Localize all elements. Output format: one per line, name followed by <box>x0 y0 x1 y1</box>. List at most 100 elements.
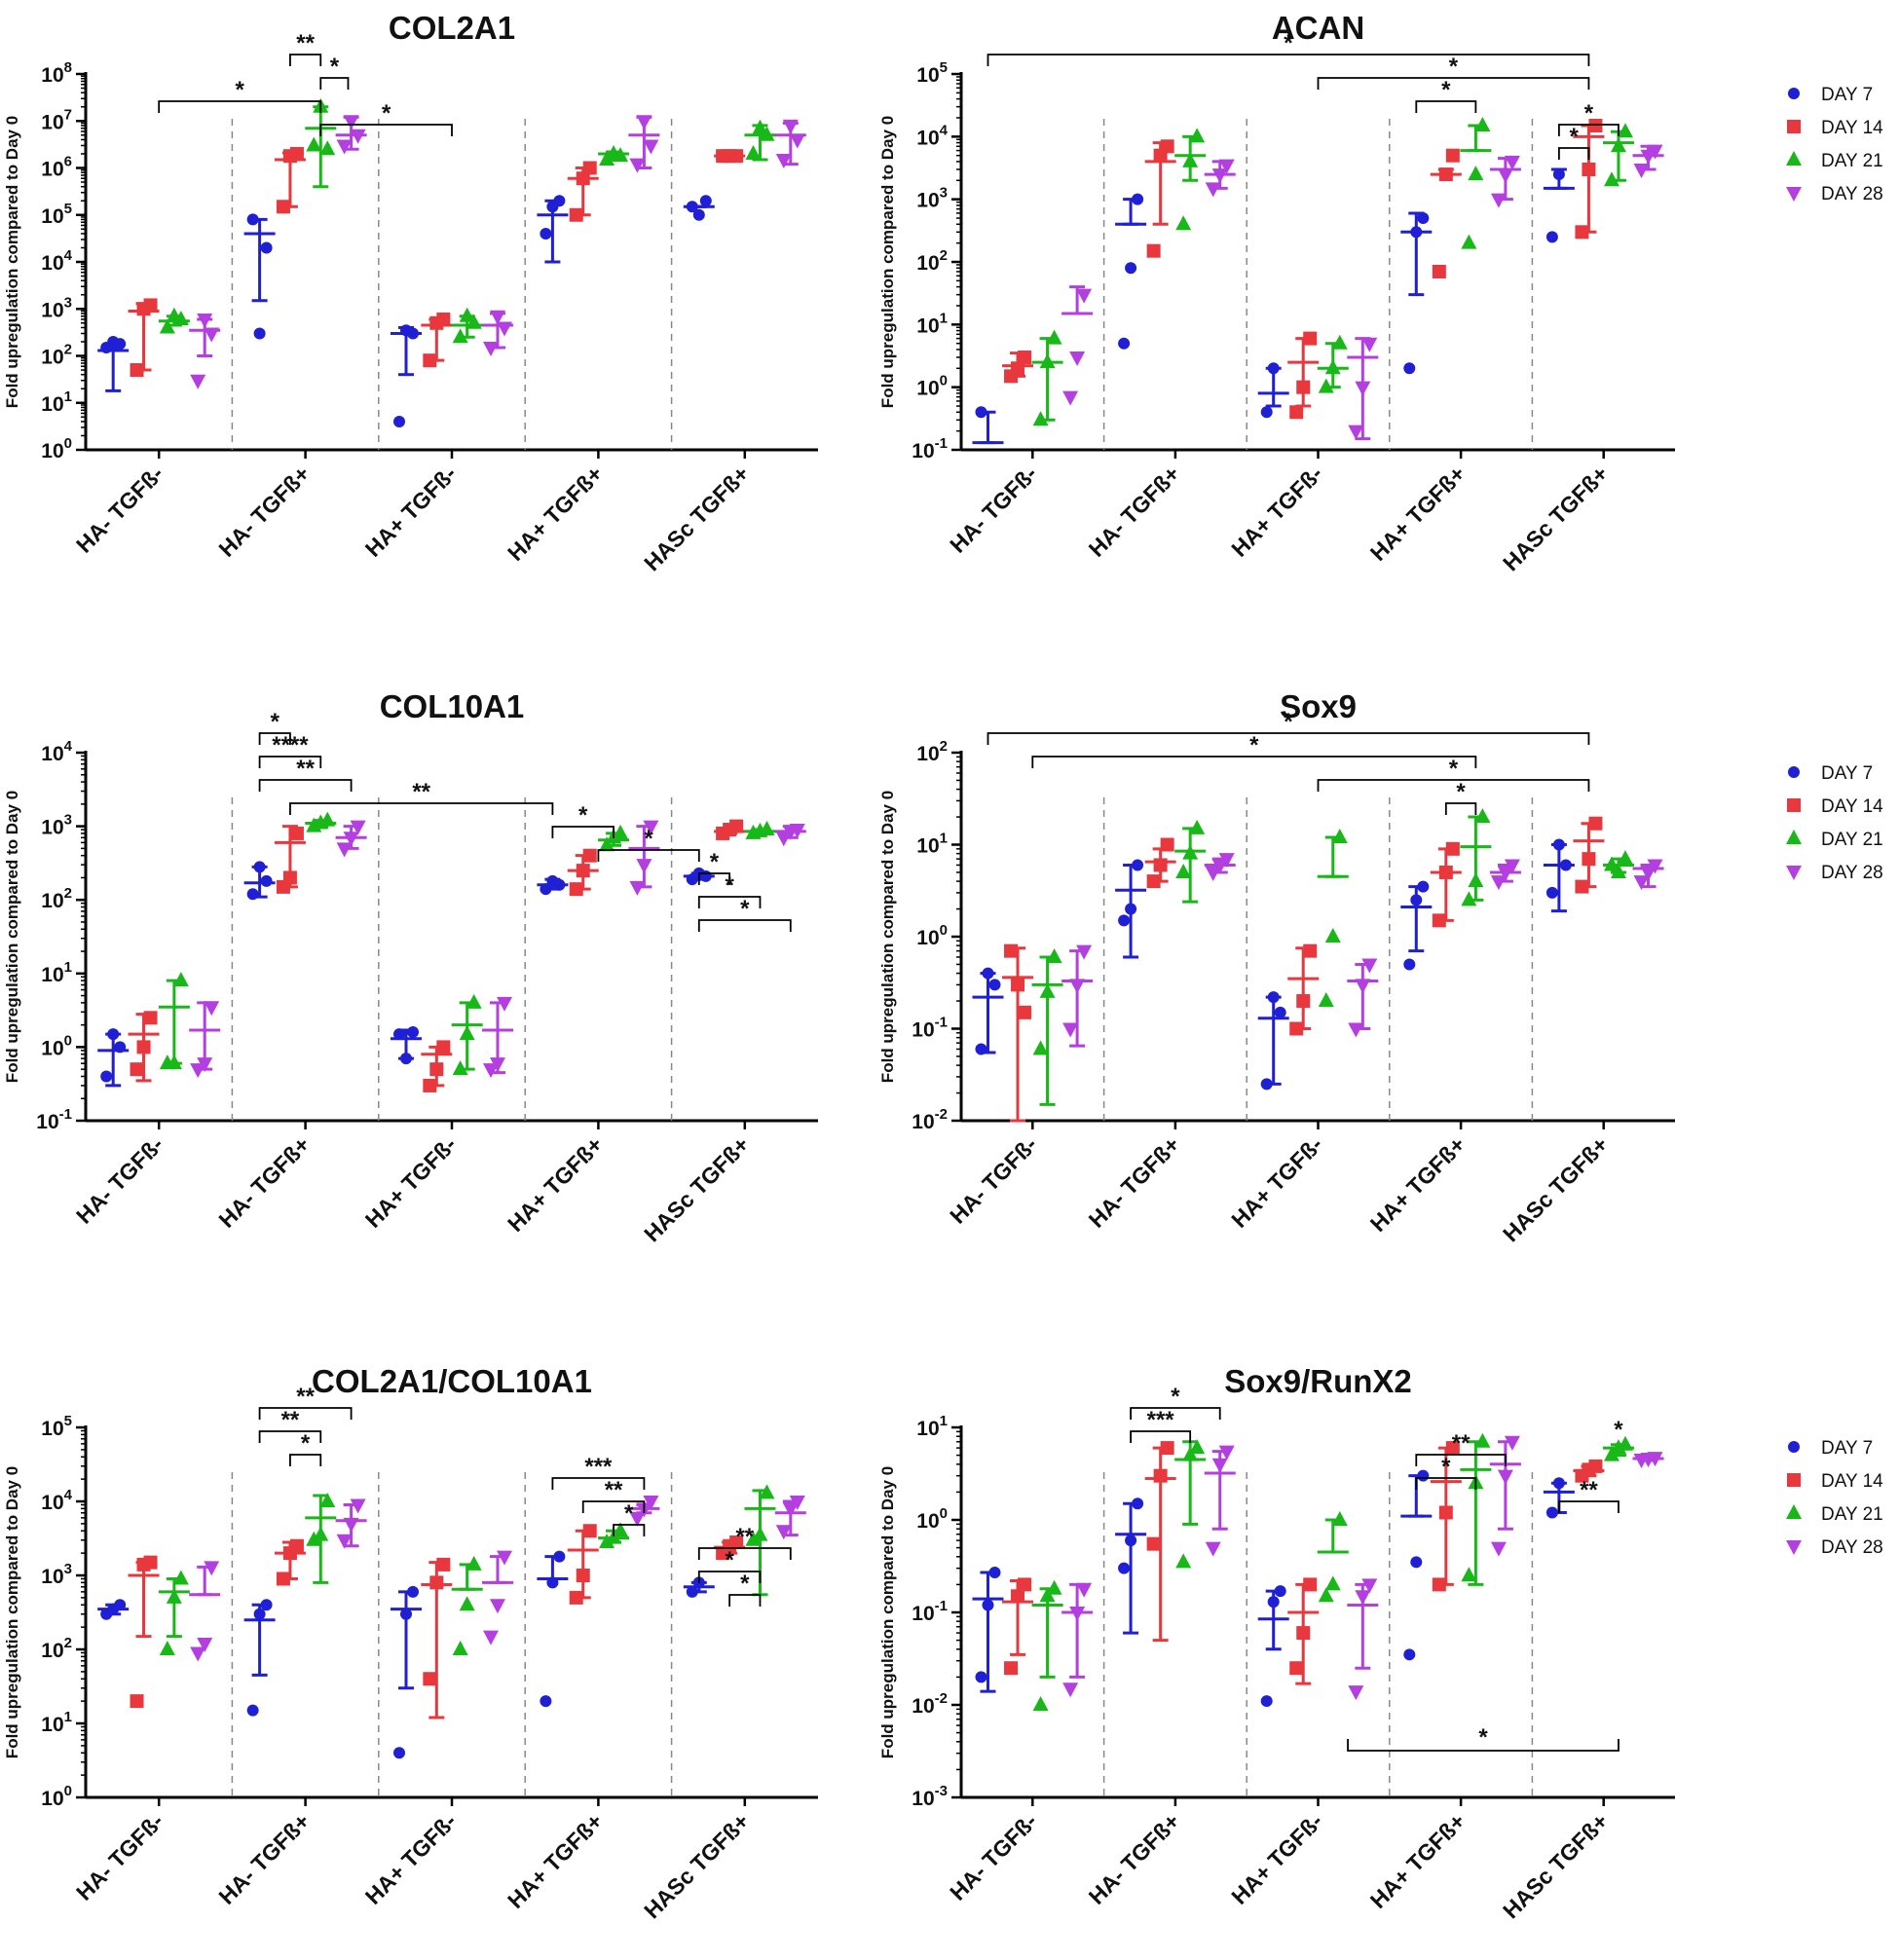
significance-bracket: ** <box>258 1407 322 1443</box>
data-point <box>1318 378 1334 393</box>
data-point <box>436 312 451 326</box>
data-point <box>1417 880 1430 893</box>
significance-label: * <box>1614 1417 1623 1443</box>
data-point <box>546 1576 559 1589</box>
data-point <box>490 310 505 325</box>
data-point <box>1011 361 1025 376</box>
data-point <box>319 811 336 827</box>
data-point <box>1461 891 1477 906</box>
significance-label: * <box>1449 756 1459 782</box>
panel-title: COL2A1/COL10A1 <box>312 1363 592 1399</box>
bracket-line <box>1031 756 1477 768</box>
data-point <box>1260 406 1273 419</box>
significance-label: * <box>301 1430 311 1457</box>
data-point <box>569 1590 583 1605</box>
significance-bracket: * <box>1031 732 1477 768</box>
significance-bracket: * <box>597 826 700 862</box>
data-point <box>1603 1446 1620 1461</box>
data-point <box>253 861 266 873</box>
data-point <box>569 882 583 897</box>
series-day-7 <box>972 167 1575 445</box>
data-point <box>1603 856 1620 871</box>
data-point <box>1355 1590 1371 1606</box>
y-tick-label: 104 <box>41 247 72 275</box>
y-tick-label: 103 <box>916 185 948 212</box>
data-point <box>1559 859 1572 871</box>
significance-bracket: ** <box>258 756 353 792</box>
data-point <box>423 1672 437 1686</box>
legend: DAY 7 DAY 14 DAY 21 DAY 28 <box>1786 763 1883 883</box>
data-point <box>1445 148 1460 163</box>
legend-label-day-14: DAY 14 <box>1821 796 1883 817</box>
data-point <box>1189 1439 1206 1455</box>
data-point <box>423 353 437 368</box>
data-point <box>1175 863 1192 878</box>
data-point <box>1417 212 1430 225</box>
data-point <box>1182 1446 1199 1461</box>
data-point <box>246 213 259 226</box>
significance-label: * <box>236 77 245 103</box>
data-point <box>260 1599 273 1611</box>
significance-label: * <box>1249 732 1259 758</box>
x-tick-label-hasc-tgf: HASc TGFß+ <box>1498 1131 1613 1246</box>
data-point <box>782 119 799 134</box>
y-tick-label: 101 <box>41 388 72 416</box>
data-point <box>1160 139 1174 154</box>
y-tick-label: 101 <box>916 831 948 858</box>
data-point <box>1267 1596 1280 1609</box>
data-point <box>1403 958 1416 971</box>
x-tick-label-ha-tgf: HA+ TGFß+ <box>503 1131 608 1237</box>
data-point <box>1218 853 1235 869</box>
data-point <box>204 1561 220 1576</box>
significance-bracket: * <box>158 77 322 113</box>
x-tick-label-ha-tgf: HA+ TGFß+ <box>1365 461 1471 566</box>
bracket-line <box>1557 124 1620 136</box>
data-point <box>643 139 659 155</box>
data-point <box>643 1496 659 1510</box>
y-tick-label: 10-1 <box>912 1598 948 1625</box>
bracket-line <box>289 1454 322 1466</box>
data-point <box>350 820 366 835</box>
y-tick-label: 100 <box>41 435 72 462</box>
data-point <box>260 241 273 254</box>
data-point <box>1545 1506 1558 1519</box>
legend: DAY 7 DAY 14 DAY 21 DAY 28 <box>1786 1438 1883 1558</box>
y-tick-label: 102 <box>916 738 948 765</box>
bracket-line <box>1415 1454 1507 1466</box>
data-point <box>319 140 336 156</box>
data-point <box>319 1493 336 1507</box>
bracket-line <box>1347 1739 1620 1752</box>
data-point <box>1438 1505 1453 1520</box>
data-point <box>1348 425 1364 440</box>
data-point <box>599 1534 615 1549</box>
data-point <box>553 1550 566 1563</box>
data-point <box>1032 1040 1049 1055</box>
data-point <box>1582 162 1596 176</box>
data-point <box>1260 1078 1273 1091</box>
significance-label: * <box>725 872 734 899</box>
x-tick-label-ha-tgf: HA+ TGFß+ <box>503 461 608 566</box>
data-point <box>1118 337 1131 350</box>
data-point <box>613 824 629 839</box>
data-point <box>1504 1435 1520 1451</box>
data-point <box>629 158 646 173</box>
legend-marker-day-14 <box>1787 798 1801 812</box>
data-point <box>699 195 712 207</box>
legend-label-day-14: DAY 14 <box>1821 1471 1883 1492</box>
y-tick-label: 103 <box>41 294 72 321</box>
significance-label: ** <box>1580 1477 1598 1503</box>
data-point <box>1497 1469 1513 1485</box>
data-point <box>1076 1582 1093 1598</box>
data-point <box>1355 979 1371 994</box>
data-point <box>1318 992 1334 1008</box>
data-point <box>306 1531 322 1546</box>
data-point <box>789 133 805 149</box>
legend-marker-day-7 <box>1788 766 1800 778</box>
legend-label-day-21: DAY 21 <box>1821 830 1883 850</box>
bracket-line <box>1444 802 1477 815</box>
significance-bracket: * <box>1347 1724 1620 1752</box>
data-point <box>789 1496 805 1510</box>
significance-bracket: ** <box>289 30 322 66</box>
y-axis-label: Fold upregulation compared to Day 0 <box>3 116 21 408</box>
